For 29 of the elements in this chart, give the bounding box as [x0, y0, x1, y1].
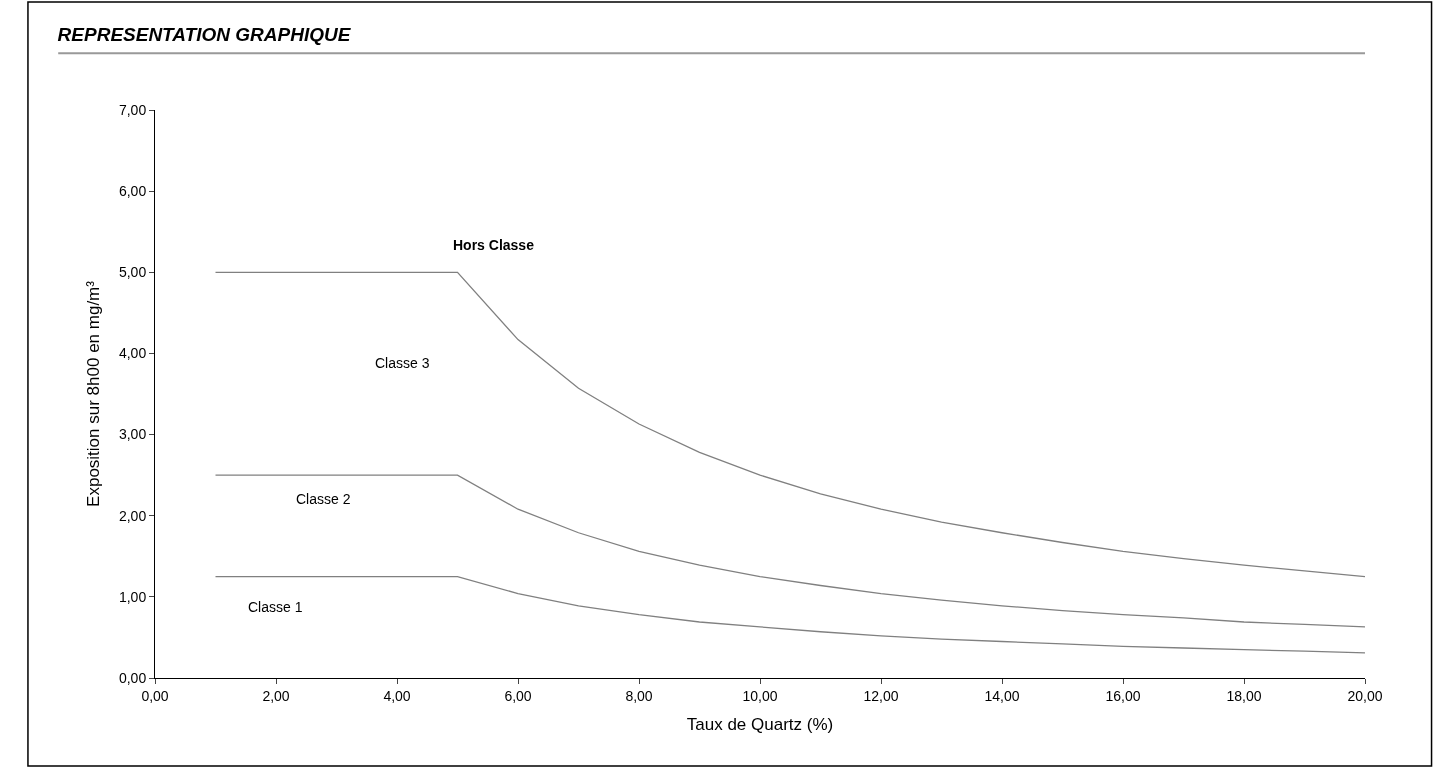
y-tick-label: 0,00	[118, 669, 147, 686]
annotation: Classe 1	[248, 599, 303, 615]
annotation: Hors Classe	[453, 237, 535, 253]
y-tick-label: 3,00	[118, 426, 147, 443]
x-tick-label: 6,00	[504, 687, 532, 704]
annotation: Classe 3	[375, 355, 430, 371]
line-series	[214, 575, 1365, 654]
y-axis-title: Exposition sur 8h00 en mg/m³	[83, 280, 103, 507]
x-tick-label: 12,00	[863, 687, 899, 704]
y-tick-label: 4,00	[118, 345, 147, 362]
x-tick-label: 4,00	[383, 687, 411, 704]
x-tick-label: 10,00	[742, 687, 778, 704]
x-tick-label: 2,00	[262, 687, 290, 704]
x-tick-label: 8,00	[625, 687, 653, 704]
x-tick-label: 14,00	[984, 687, 1020, 704]
x-tick-label: 16,00	[1105, 687, 1141, 704]
x-tick-label: 18,00	[1226, 687, 1262, 704]
y-tick-label: 2,00	[118, 507, 147, 524]
line-series	[214, 474, 1365, 628]
chart-title: REPRESENTATION GRAPHIQUE	[57, 24, 352, 46]
y-tick-label: 7,00	[118, 101, 147, 118]
y-tick-label: 1,00	[118, 588, 147, 605]
y-tick-label: 6,00	[118, 183, 147, 200]
y-tick-label: 5,00	[118, 264, 147, 281]
x-axis-title: Taux de Quartz (%)	[686, 715, 834, 735]
line-series	[214, 271, 1365, 578]
x-tick-label: 20,00	[1347, 687, 1383, 704]
annotation: Classe 2	[296, 491, 351, 507]
x-tick-label: 0,00	[141, 687, 169, 704]
